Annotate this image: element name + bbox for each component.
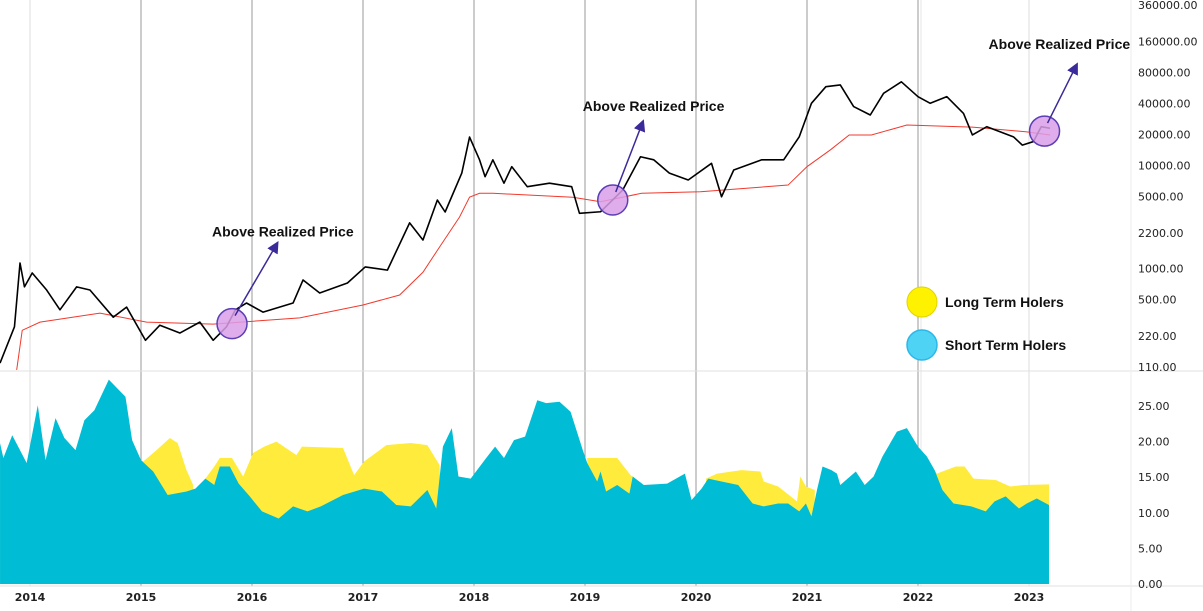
legend-label-long-term: Long Term Holers <box>945 294 1064 310</box>
price-tick-label: 5000.00 <box>1138 190 1184 203</box>
legend: Long Term Holers Short Term Holers <box>906 286 1066 361</box>
annotations: Above Realized Price Above Realized Price… <box>212 36 1131 340</box>
legend-swatch-short-term <box>906 329 938 361</box>
price-tick-label: 220.00 <box>1138 330 1177 343</box>
price-line <box>0 80 1051 364</box>
x-tick-label: 2020 <box>681 591 712 604</box>
x-tick-label: 2017 <box>348 591 379 604</box>
x-tick-label: 2023 <box>1014 591 1045 604</box>
annotation-arrow <box>615 119 646 193</box>
x-tick-label: 2019 <box>570 591 601 604</box>
price-panel <box>0 80 1051 371</box>
x-tick-label: 2016 <box>237 591 268 604</box>
holders-tick-label: 25.00 <box>1138 400 1170 413</box>
price-tick-label: 1000.00 <box>1138 262 1184 275</box>
holders-tick-label: 15.00 <box>1138 471 1170 484</box>
legend-item-long-term: Long Term Holers <box>906 286 1064 318</box>
x-tick-label: 2022 <box>903 591 934 604</box>
highlight-circle <box>216 307 248 340</box>
annotation-label: Above Realized Price <box>989 36 1131 52</box>
annotation-label: Above Realized Price <box>212 224 354 240</box>
annotation-arrow <box>1046 62 1078 124</box>
holders-tick-label: 0.00 <box>1138 578 1163 591</box>
price-tick-label: 500.00 <box>1138 293 1177 306</box>
legend-swatch-long-term <box>906 286 938 318</box>
holders-tick-label: 5.00 <box>1138 542 1163 555</box>
y-axis: 360000.00 160000.00 80000.00 40000.00 20000.… <box>1138 0 1198 591</box>
price-tick-label: 360000.00 <box>1138 0 1198 12</box>
x-tick-label: 2021 <box>792 591 823 604</box>
price-tick-label: 10000.00 <box>1138 159 1191 172</box>
x-tick-label: 2018 <box>459 591 490 604</box>
price-tick-label: 110.00 <box>1138 361 1177 374</box>
legend-item-short-term: Short Term Holers <box>906 329 1066 361</box>
realized-price-line <box>16 124 1051 371</box>
x-axis: 2014 2015 2016 2017 2018 2019 2020 2021 2022 2023 <box>15 591 1045 604</box>
price-tick-label: 40000.00 <box>1138 97 1191 110</box>
price-tick-label: 160000.00 <box>1138 35 1198 48</box>
x-tick-label: 2014 <box>15 591 46 604</box>
annotation-arrow <box>234 241 279 317</box>
price-tick-label: 80000.00 <box>1138 66 1191 79</box>
holders-tick-label: 20.00 <box>1138 436 1170 449</box>
annotation-label: Above Realized Price <box>583 98 725 114</box>
highlight-circle <box>597 184 629 216</box>
short-term-holders-area <box>0 379 1049 584</box>
holders-panel <box>0 379 1049 584</box>
price-tick-label: 20000.00 <box>1138 128 1191 141</box>
legend-label-short-term: Short Term Holers <box>945 337 1066 353</box>
holders-tick-label: 10.00 <box>1138 507 1170 520</box>
price-tick-label: 2200.00 <box>1138 227 1184 240</box>
highlight-circle <box>1028 115 1061 147</box>
x-tick-label: 2015 <box>126 591 157 604</box>
